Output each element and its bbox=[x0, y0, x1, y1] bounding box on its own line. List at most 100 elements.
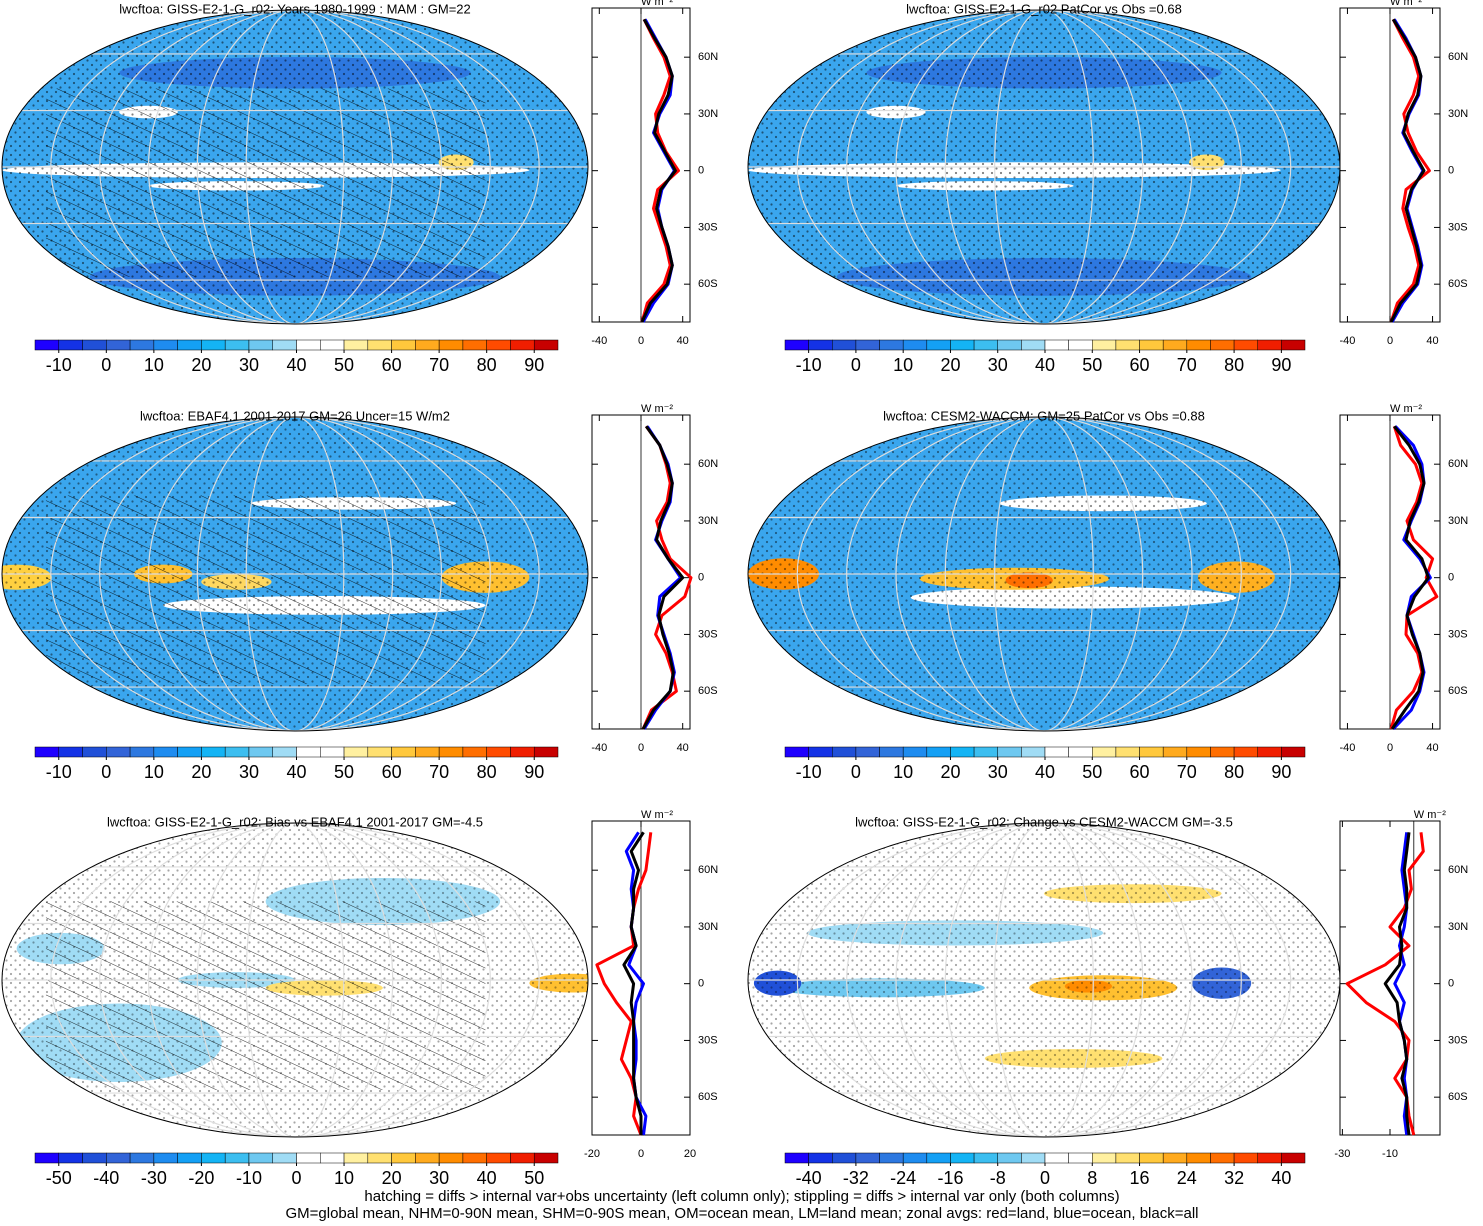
colorbar-box bbox=[1210, 1152, 1235, 1164]
colorbar-box bbox=[510, 339, 535, 351]
zonal-line bbox=[1383, 832, 1411, 1136]
colorbar-box bbox=[997, 339, 1022, 351]
colorbar-label: 80 bbox=[1224, 355, 1244, 375]
colorbar-box bbox=[902, 1152, 928, 1164]
colorbar-box bbox=[1186, 1152, 1211, 1164]
colorbar-label: 50 bbox=[334, 355, 354, 375]
colorbar-box bbox=[1257, 339, 1282, 351]
colorbar-box bbox=[129, 339, 155, 351]
y-tick-label: 0 bbox=[698, 165, 704, 177]
colorbar-label: -32 bbox=[843, 1168, 869, 1188]
colorbar-box bbox=[462, 339, 487, 351]
colorbar-label: -8 bbox=[990, 1168, 1006, 1188]
colorbar-box bbox=[950, 1152, 975, 1164]
x-tick-label: 40 bbox=[677, 335, 689, 347]
zonal-line bbox=[1345, 832, 1425, 1136]
colorbar-box bbox=[510, 746, 535, 758]
map bbox=[2, 10, 588, 324]
colorbar-box bbox=[1162, 746, 1188, 758]
colorbar-box bbox=[486, 746, 511, 758]
colorbar-box bbox=[201, 1152, 226, 1164]
colorbar-box bbox=[1092, 746, 1117, 758]
y-tick-label: 60N bbox=[1448, 51, 1468, 63]
colorbar-label: -10 bbox=[46, 762, 72, 782]
colorbar-box bbox=[1044, 339, 1069, 351]
colorbar-label: 10 bbox=[893, 762, 913, 782]
hatching bbox=[45, 495, 486, 684]
colorbar-box bbox=[438, 746, 464, 758]
y-tick-label: 30S bbox=[698, 1034, 718, 1046]
colorbar-box bbox=[177, 339, 202, 351]
colorbar-box bbox=[784, 1152, 809, 1164]
colorbar-label: 80 bbox=[477, 355, 497, 375]
y-tick-label: 30N bbox=[1448, 921, 1468, 933]
x-tick-label: -40 bbox=[591, 335, 607, 347]
colorbar-box bbox=[462, 746, 487, 758]
panel: lwcftoa: CESM2-WACCM: GM=25 PatCor vs Ob… bbox=[747, 403, 1468, 782]
colorbar-box bbox=[533, 746, 559, 758]
colorbar-label: -30 bbox=[141, 1168, 167, 1188]
map-border bbox=[1, 416, 589, 732]
colorbar-label: 0 bbox=[851, 355, 861, 375]
x-tick-label: 0 bbox=[638, 335, 644, 347]
x-tick-label: 0 bbox=[1387, 742, 1393, 754]
colorbar-label: 0 bbox=[851, 762, 861, 782]
y-tick-label: 30N bbox=[1448, 108, 1468, 120]
y-tick-label: 60N bbox=[698, 458, 718, 470]
panel: lwcftoa: GISS-E2-1-G_r02: Bias vs EBAF4.… bbox=[1, 809, 718, 1188]
colorbar-box bbox=[926, 746, 951, 758]
hatching bbox=[45, 88, 486, 277]
y-tick-label: 60S bbox=[698, 278, 718, 290]
colorbar-box bbox=[1210, 746, 1235, 758]
colorbar-box bbox=[462, 1152, 487, 1164]
colorbar-label: -10 bbox=[796, 762, 822, 782]
colorbar-box bbox=[1281, 1152, 1306, 1164]
panel: lwcftoa: GISS-E2-1-G_r02 PatCor vs Obs =… bbox=[747, 0, 1468, 375]
units-label: W m⁻² bbox=[641, 403, 673, 415]
colorbar-box bbox=[784, 746, 809, 758]
y-tick-label: 30S bbox=[1448, 628, 1468, 640]
x-tick-label: 40 bbox=[677, 742, 689, 754]
colorbar-box bbox=[1257, 1152, 1282, 1164]
colorbar-box bbox=[343, 339, 369, 351]
colorbar-box bbox=[808, 339, 833, 351]
x-tick-label: -30 bbox=[1334, 1148, 1350, 1160]
colorbar-box bbox=[950, 746, 975, 758]
colorbar-box bbox=[1281, 339, 1306, 351]
colorbar-box bbox=[973, 746, 998, 758]
x-tick-label: 0 bbox=[1387, 335, 1393, 347]
colorbar-box bbox=[1233, 1152, 1258, 1164]
colorbar-box bbox=[343, 746, 369, 758]
colorbar-box bbox=[106, 1152, 131, 1164]
colorbar-box bbox=[129, 746, 155, 758]
colorbar-box bbox=[808, 746, 833, 758]
zonal-line bbox=[640, 18, 680, 323]
colorbar-box bbox=[343, 1152, 369, 1164]
colorbar-label: -20 bbox=[188, 1168, 214, 1188]
colorbar-label: 60 bbox=[382, 355, 402, 375]
colorbar-label: 30 bbox=[429, 1168, 449, 1188]
colorbar-box bbox=[1139, 746, 1164, 758]
map bbox=[2, 417, 588, 731]
colorbar-label: 40 bbox=[286, 762, 306, 782]
y-tick-label: 60N bbox=[1448, 458, 1468, 470]
zonal-line bbox=[1389, 18, 1426, 323]
colorbar-label: 0 bbox=[101, 762, 111, 782]
units-label: W m⁻² bbox=[641, 0, 673, 8]
colorbar-box bbox=[153, 1152, 178, 1164]
map-title: lwcftoa: GISS-E2-1-G_r02: Years 1980-199… bbox=[119, 1, 471, 16]
colorbar-box bbox=[902, 339, 928, 351]
colorbar-label: 30 bbox=[988, 355, 1008, 375]
colorbar-box bbox=[1186, 746, 1211, 758]
colorbar-box bbox=[1115, 1152, 1140, 1164]
colorbar-box bbox=[1044, 1152, 1069, 1164]
colorbar-label: 90 bbox=[1271, 355, 1291, 375]
colorbar-box bbox=[855, 1152, 880, 1164]
colorbar-box bbox=[1092, 339, 1117, 351]
map-title: lwcftoa: GISS-E2-1-G_r02 PatCor vs Obs =… bbox=[906, 1, 1182, 16]
colorbar-box bbox=[82, 1152, 107, 1164]
colorbar-label: 50 bbox=[334, 762, 354, 782]
colorbar-box bbox=[415, 1152, 440, 1164]
colorbar-box bbox=[415, 746, 440, 758]
map-title: lwcftoa: CESM2-WACCM: GM=25 PatCor vs Ob… bbox=[883, 408, 1205, 423]
